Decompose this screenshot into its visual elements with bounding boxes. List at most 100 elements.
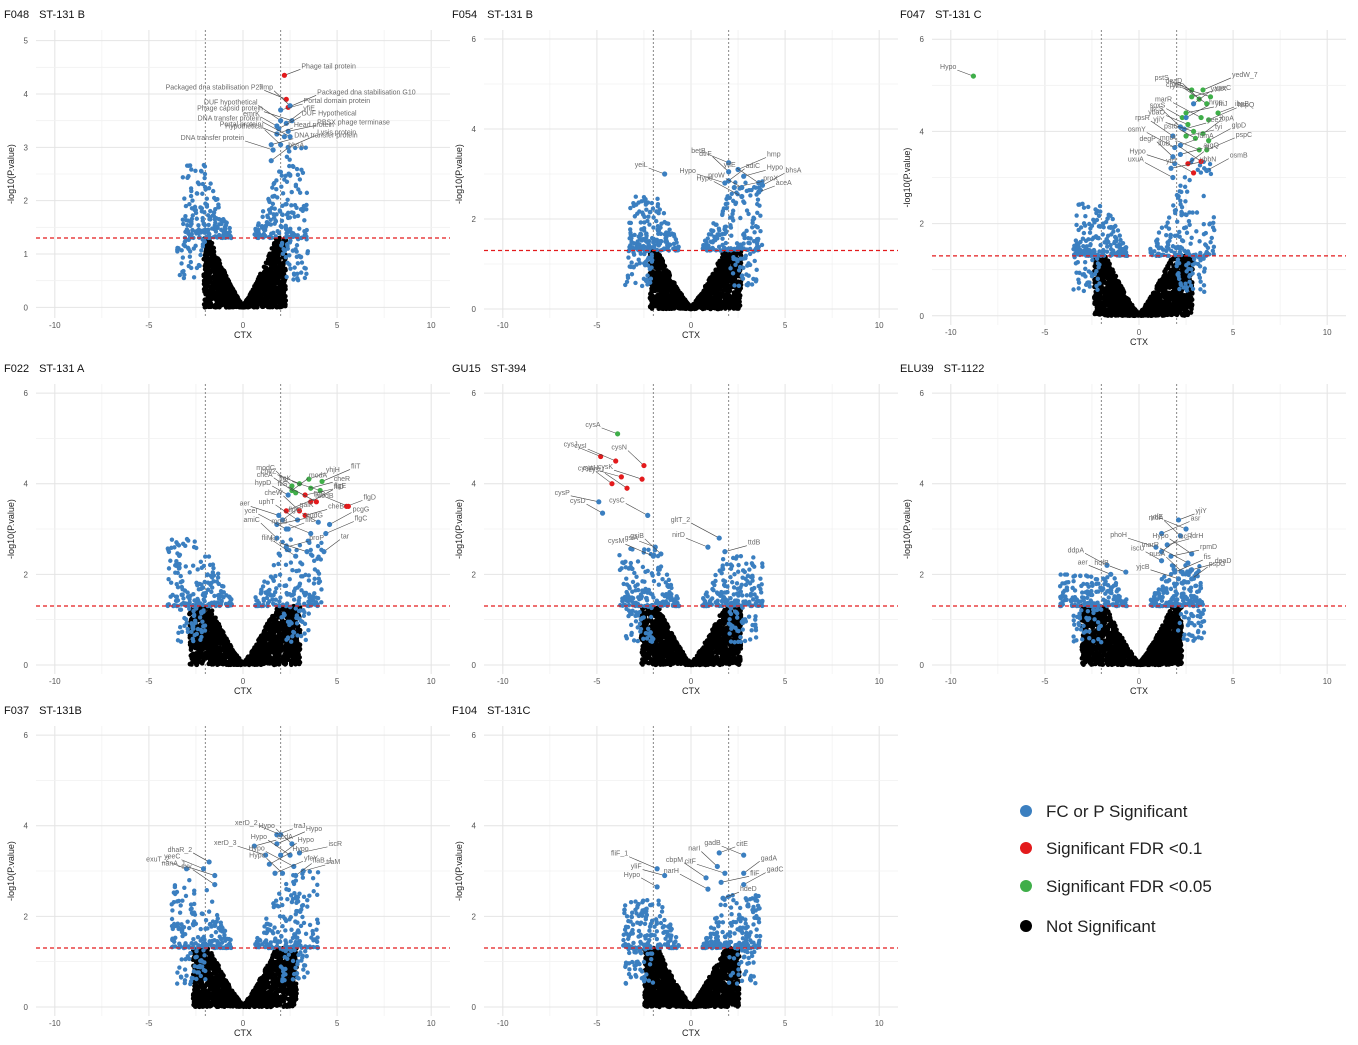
labeled-gene-point [281,134,287,140]
gene-point [285,197,290,202]
gene-point [252,287,257,292]
gene-point [189,216,195,222]
x-axis-label: CTX [1130,337,1148,347]
gene-point [210,188,216,194]
gene-point [207,217,212,222]
gene-point [753,224,759,229]
x-axis-label: CTX [682,330,700,340]
gene-point [720,273,726,279]
gene-point [661,211,667,216]
gene-point [268,284,274,290]
sample-id: F047 [900,9,925,21]
gene-label: Head protein [294,122,334,129]
sample-id: F054 [452,9,477,21]
gene-point [653,265,659,270]
gene-point [203,187,208,192]
gene-point [294,243,300,248]
gene-point [274,187,279,192]
gene-point [268,273,274,279]
gene-point [265,221,270,227]
gene-point [277,279,282,285]
gene-point [270,257,276,263]
gene-point [270,185,275,190]
gene-point [746,281,751,286]
gene-label: DUF Hypothetical [302,111,357,118]
gene-point [202,164,208,169]
gene-point [695,296,701,302]
gene-point [210,213,215,218]
gene-point [188,186,194,191]
gene-point [1113,273,1119,279]
gene-point [283,173,288,178]
gene-point [736,283,742,289]
gene-point [629,260,634,265]
gene-point [754,267,759,273]
gene-point [744,272,749,277]
gene-point [280,251,286,257]
gene-label: dtrF [699,151,711,158]
gene-point [745,247,751,252]
gene-point [279,291,285,297]
gene-point [640,210,645,215]
gene-point [206,222,211,228]
gene-point [746,240,751,246]
gene-point [723,292,729,297]
gene-point [194,216,200,221]
gene-point [265,257,271,262]
gene-label: Hypothetical [225,124,264,131]
gene-point [284,201,289,207]
y-tick-label: 3 [24,143,29,152]
gene-point [260,304,266,310]
gene-point [294,166,300,172]
gene-label: ytfE [724,162,736,169]
gene-point [287,173,293,178]
gene-point [276,230,282,236]
gene-point [720,212,725,218]
gene-point [648,209,653,215]
gene-point [672,280,677,286]
gene-point [189,231,194,237]
labeled-genes: yeiLbetBhmpdtrFHypoHypoadiCytfEproXproWb… [635,148,802,200]
gene-point [181,221,186,227]
gene-point [302,218,307,223]
gene-point [625,275,631,281]
labeled-gene-point [287,134,293,140]
gene-point [710,245,715,251]
gene-point [662,232,668,237]
gene-point [717,291,723,297]
gene-point [214,266,219,272]
y-tick-label: 4 [920,127,925,136]
gene-point [198,205,203,210]
gene-point [202,223,208,228]
gene-point [287,253,292,258]
gene-point [299,260,305,265]
gene-point [755,238,760,244]
gene-label: bhsA [786,167,802,174]
gene-point [642,214,647,220]
gene-point [649,252,654,257]
gene-point [638,231,644,237]
gene-point [640,237,645,242]
gene-point [191,246,197,251]
gene-point [186,263,191,269]
gene-point [193,168,198,173]
gene-point [720,208,726,214]
gene-point [728,302,733,308]
labeled-gene-point [278,107,284,113]
labeled-gene-point [274,131,280,137]
gene-point [222,224,228,230]
gene-point [668,284,674,290]
gene-point [210,226,215,231]
gene-point [207,269,213,275]
gene-point [292,214,297,219]
gene-point [636,200,641,205]
gene-point [183,203,189,209]
gene-point [712,289,718,294]
gene-point [707,283,713,288]
strain-id: ST-131 B [39,9,85,21]
gene-point [732,283,737,288]
labeled-gene-point [278,118,284,124]
gene-point [623,282,628,288]
gene-point [723,240,729,246]
